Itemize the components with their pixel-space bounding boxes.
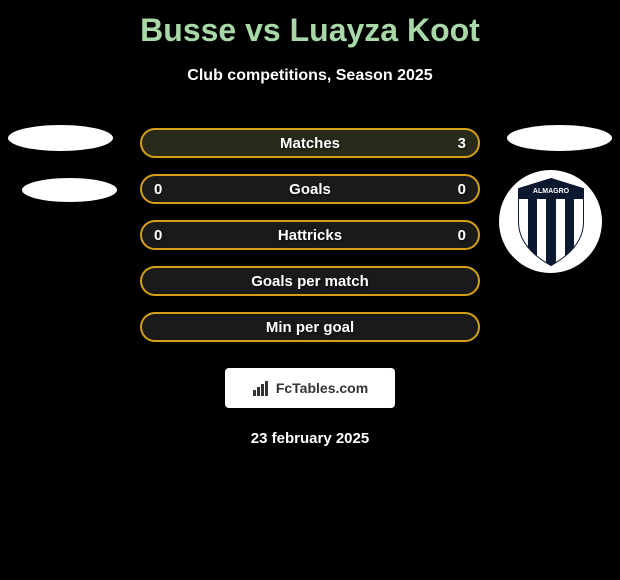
stat-label: Goals per match <box>251 273 369 290</box>
stat-label: Hattricks <box>278 227 342 244</box>
stat-row-hattricks: 0 Hattricks 0 <box>0 212 620 258</box>
stat-pill: 0 Goals 0 <box>140 174 480 204</box>
footer-brand-text: FcTables.com <box>276 380 368 396</box>
footer-date: 23 february 2025 <box>0 430 620 447</box>
stat-row-goals: 0 Goals 0 <box>0 166 620 212</box>
stat-row-matches: Matches 3 <box>0 120 620 166</box>
stat-right-value: 0 <box>458 181 466 198</box>
stat-label: Min per goal <box>266 319 354 336</box>
stat-right-value: 3 <box>458 135 466 152</box>
stat-pill: Matches 3 <box>140 128 480 158</box>
chart-icon <box>252 379 270 397</box>
footer-brand-badge[interactable]: FcTables.com <box>225 368 395 408</box>
stat-pill: Min per goal <box>140 312 480 342</box>
stat-pill: Goals per match <box>140 266 480 296</box>
page-title: Busse vs Luayza Koot <box>0 0 620 49</box>
stat-label: Matches <box>280 135 340 152</box>
stat-row-gpm: Goals per match <box>0 258 620 304</box>
stats-container: Matches 3 0 Goals 0 0 Hattricks 0 Goals … <box>0 120 620 350</box>
page-subtitle: Club competitions, Season 2025 <box>0 67 620 85</box>
stat-left-value: 0 <box>154 181 162 198</box>
stat-row-mpg: Min per goal <box>0 304 620 350</box>
stat-label: Goals <box>289 181 331 198</box>
stat-pill: 0 Hattricks 0 <box>140 220 480 250</box>
stat-right-value: 0 <box>458 227 466 244</box>
stat-left-value: 0 <box>154 227 162 244</box>
